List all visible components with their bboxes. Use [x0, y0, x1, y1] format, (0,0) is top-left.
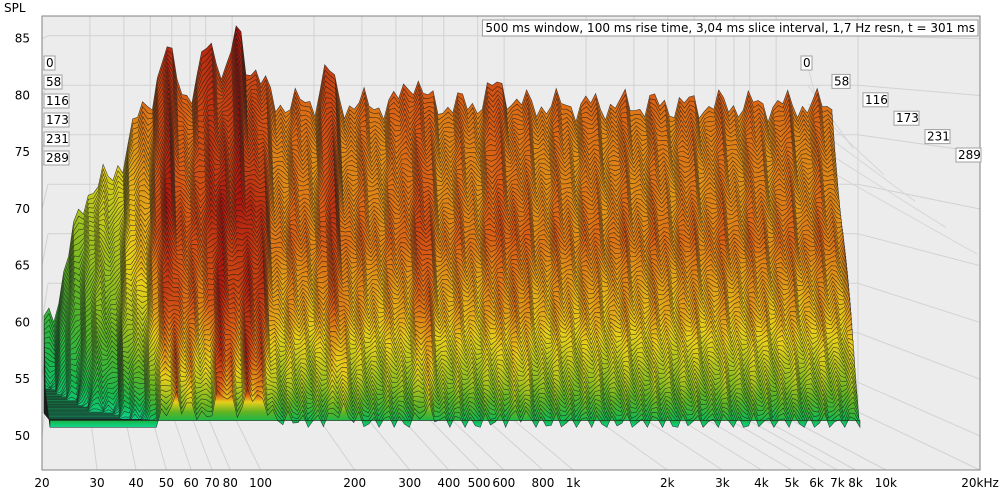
right-gridline-y: [857, 233, 981, 267]
time-label-right-box: [800, 55, 813, 71]
time-label-left: 173: [46, 113, 69, 127]
time-label-left-box: [43, 150, 70, 166]
time-label-left: 0: [46, 56, 54, 70]
right-gridline-y: [857, 282, 981, 323]
time-label-left-box: [43, 112, 70, 128]
time-label-left: 116: [46, 94, 69, 108]
plot-frame: [41, 15, 981, 471]
floor-gridline-x: [585, 411, 668, 471]
x-tick-label: 80: [223, 476, 238, 490]
right-gridline-y: [857, 183, 981, 210]
x-tick-label: 200: [343, 476, 366, 490]
time-label-left-box: [43, 131, 70, 147]
x-tick-label: 300: [398, 476, 421, 490]
time-label-right: 289: [958, 148, 981, 162]
time-label-left: 231: [46, 132, 69, 146]
time-label-right-box: [862, 92, 889, 108]
x-tick-label: 40: [128, 476, 143, 490]
floor-gridline-x: [189, 411, 213, 471]
x-tick-label: 60: [184, 476, 199, 490]
time-label-right-box: [955, 147, 982, 163]
y-axis-label: SPL: [4, 1, 26, 15]
time-label-left-box: [43, 74, 63, 90]
right-gridline-y: [857, 381, 981, 437]
x-tick-label: 10k: [875, 476, 897, 490]
floor-gridline-x: [503, 411, 574, 471]
x-tick-label: 30: [89, 476, 104, 490]
x-tick-label: 6k: [809, 476, 824, 490]
time-label-right: 116: [865, 93, 888, 107]
time-label-right-box: [924, 129, 951, 145]
right-gridline-y: [857, 332, 981, 380]
side-gridline-y: [41, 233, 49, 266]
y-tick-label: 55: [15, 372, 30, 386]
x-tick-label: 50: [159, 476, 174, 490]
x-tick-label: 3k: [715, 476, 730, 490]
floor-gridline-x: [477, 411, 544, 471]
time-label-left-box: [43, 93, 70, 109]
floor-gridline-x: [171, 411, 192, 471]
floor-gridline-x: [775, 411, 887, 471]
x-tick-label: 400: [437, 476, 460, 490]
time-label-left-box: [43, 55, 56, 71]
x-tick-label: 7k: [830, 476, 845, 490]
x-tick-label: 800: [531, 476, 554, 490]
info-text: 500 ms window, 100 ms rise time, 3,04 ms…: [485, 21, 975, 35]
x-tick-label: 8k: [848, 476, 863, 490]
x-tick-label: 20: [34, 476, 49, 490]
x-tick-label: 20kHz: [961, 476, 999, 490]
floor-gridline-x: [443, 411, 505, 471]
x-tick-label: 2k: [660, 476, 675, 490]
x-tick-label: 4k: [754, 476, 769, 490]
time-label-right-box: [831, 73, 851, 89]
side-gridline-y: [41, 184, 49, 210]
floor-gridline-x: [231, 411, 261, 471]
side-gridline-y: [41, 283, 49, 323]
waterfall-slice: [49, 386, 861, 429]
y-tick-label: 80: [15, 88, 30, 102]
floor-gridline-x: [749, 411, 856, 471]
time-label-right: 58: [834, 74, 849, 88]
right-gridline-y: [857, 84, 981, 96]
floor-gridline-x: [857, 411, 981, 471]
floor-gridline-x: [421, 411, 480, 471]
time-label-left: 58: [46, 75, 61, 89]
floor-gridline-x: [205, 411, 231, 471]
floor-gridline-x: [667, 411, 762, 471]
floor-gridline-x: [693, 411, 793, 471]
y-tick-label: 75: [15, 145, 30, 159]
y-tick-label: 85: [15, 32, 30, 46]
floor-gridline-x: [733, 411, 838, 471]
time-label-right: 0: [803, 56, 811, 70]
floor-gridline-x: [313, 411, 356, 471]
y-tick-label: 60: [15, 315, 30, 329]
time-label-right-box: [893, 110, 920, 126]
time-label-right: 231: [927, 130, 950, 144]
x-tick-label: 500: [468, 476, 491, 490]
y-tick-label: 65: [15, 259, 30, 273]
time-label-left: 289: [46, 151, 69, 165]
y-tick-label: 70: [15, 202, 30, 216]
y-tick-label: 50: [15, 429, 30, 443]
x-tick-label: 100: [249, 476, 272, 490]
time-label-right: 173: [896, 111, 919, 125]
side-gridline-y: [41, 35, 49, 40]
x-tick-label: 70: [204, 476, 219, 490]
x-tick-label: 1k: [566, 476, 581, 490]
x-tick-label: 5k: [784, 476, 799, 490]
x-tick-label: 600: [492, 476, 515, 490]
info-box: [481, 19, 979, 37]
